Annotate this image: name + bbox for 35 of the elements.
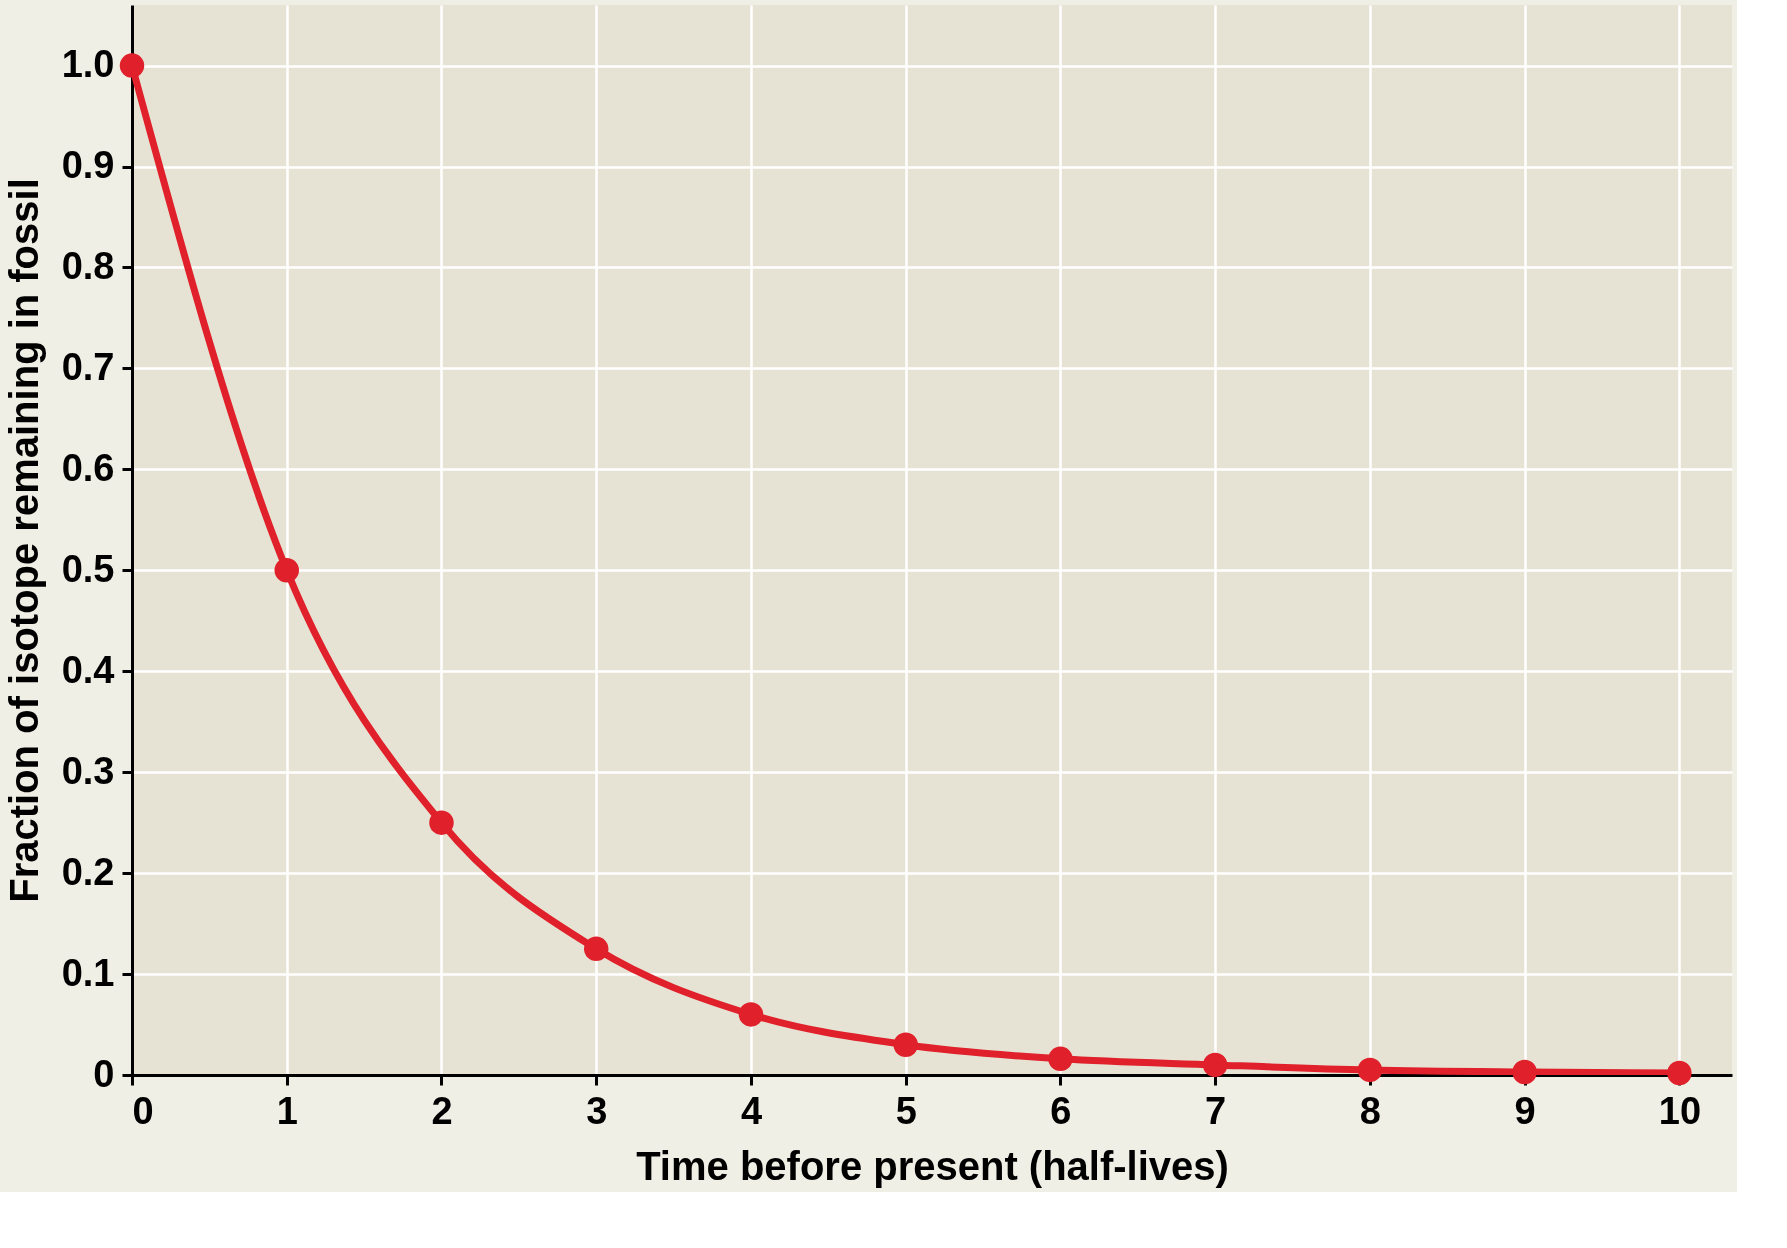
x-tick-label: 8: [1359, 1089, 1381, 1132]
y-tick-label: 0.6: [61, 446, 115, 489]
x-tick-label: 4: [740, 1089, 763, 1132]
y-tick-label: 0: [93, 1052, 115, 1095]
point: [1512, 1059, 1537, 1085]
y-tick-label: 1.0: [61, 43, 115, 86]
x-tick-label: 7: [1205, 1089, 1227, 1132]
point: [893, 1032, 918, 1057]
y-tick-label: 0.9: [61, 144, 115, 187]
point: [738, 1002, 764, 1027]
x-tick-label: 2: [431, 1089, 453, 1132]
x-tick-label: 6: [1050, 1089, 1072, 1132]
point: [274, 558, 299, 583]
y-tick-label: 0.7: [61, 345, 115, 388]
y-tick-label: 0.4: [61, 648, 115, 691]
x-axis-title: Time before present (half-lives): [636, 1143, 1229, 1188]
x-tick-label: 10: [1658, 1089, 1702, 1132]
point: [1048, 1046, 1073, 1072]
point: [583, 936, 609, 962]
x-tick-label: 3: [586, 1089, 608, 1132]
point: [429, 810, 454, 835]
y-tick-label: 0.5: [61, 547, 115, 590]
point: [119, 53, 145, 78]
point: [1357, 1057, 1383, 1083]
y-tick-label: 0.8: [61, 244, 115, 287]
y-tick-label: 0.2: [61, 850, 115, 893]
x-tick-label: 1: [276, 1089, 298, 1132]
point: [1202, 1052, 1228, 1078]
x-tick-label: 5: [895, 1089, 917, 1132]
y-tick-label: 0.3: [61, 749, 115, 792]
y-axis-title: Fraction of isotope remaining in fossil: [1, 178, 46, 903]
x-tick-label: 0: [132, 1089, 154, 1132]
point: [1667, 1060, 1692, 1086]
x-tick-label: 9: [1514, 1089, 1536, 1132]
y-tick-label: 0.1: [61, 951, 115, 994]
